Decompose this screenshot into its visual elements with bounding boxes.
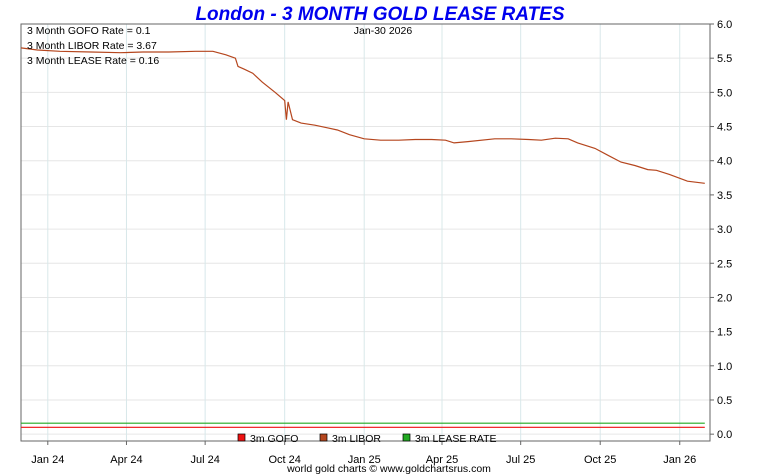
x-tick-label: Jan 24 xyxy=(31,454,64,466)
y-tick-label: 1.5 xyxy=(717,327,732,339)
y-tick-label: 1.0 xyxy=(717,361,732,373)
x-tick-label: Jan 25 xyxy=(348,454,381,466)
grid xyxy=(21,23,710,441)
y-tick-label: 6.0 xyxy=(717,19,732,31)
annotation-libor: 3 Month LIBOR Rate = 3.67 xyxy=(27,40,157,52)
legend-label-lease: 3m LEASE RATE xyxy=(415,433,497,445)
x-axis-ticks: Jan 24 Apr 24 Jul 24 Oct 24 Jan 25 Apr 25 Jul … xyxy=(31,441,696,466)
x-tick-label: Apr 24 xyxy=(110,454,142,466)
x-tick-label: Jul 24 xyxy=(190,454,219,466)
y-axis-ticks: 0.0 0.5 1.0 1.5 2.0 2.5 3.0 3.5 4.0 4.5 5.0 5.5 6.0 xyxy=(710,19,732,441)
y-tick-label: 4.0 xyxy=(717,156,732,168)
y-tick-label: 5.0 xyxy=(717,87,732,99)
x-tick-label: Jan 26 xyxy=(663,454,696,466)
y-tick-label: 3.0 xyxy=(717,224,732,236)
x-tick-label: Jul 25 xyxy=(506,454,535,466)
annotation-gofo: 3 Month GOFO Rate = 0.1 xyxy=(27,25,151,37)
x-tick-label: Apr 25 xyxy=(426,454,458,466)
y-tick-label: 5.5 xyxy=(717,53,732,65)
annotation-lease: 3 Month LEASE Rate = 0.16 xyxy=(27,55,159,67)
y-tick-label: 0.0 xyxy=(717,429,732,441)
y-tick-label: 0.5 xyxy=(717,395,732,407)
y-tick-label: 4.5 xyxy=(717,122,732,134)
y-tick-label: 3.5 xyxy=(717,190,732,202)
x-tick-label: Oct 25 xyxy=(584,454,616,466)
legend-label-libor: 3m LIBOR xyxy=(332,433,381,445)
legend-swatch-libor xyxy=(319,433,328,442)
annotations: 3 Month GOFO Rate = 0.1 3 Month LIBOR Ra… xyxy=(27,25,412,67)
legend-swatch-lease xyxy=(402,433,411,442)
legend-swatch-gofo xyxy=(237,433,246,442)
legend: 3m GOFO 3m LIBOR 3m LEASE RATE xyxy=(237,433,497,445)
date-label: Jan-30 2026 xyxy=(354,25,413,37)
y-tick-label: 2.5 xyxy=(717,258,732,270)
x-tick-label: Oct 24 xyxy=(268,454,300,466)
series-layer xyxy=(20,47,705,428)
footer-credit: world gold charts © www.goldchartsrus.co… xyxy=(286,463,491,475)
plot-frame xyxy=(20,23,711,442)
chart-title: London - 3 MONTH GOLD LEASE RATES xyxy=(195,4,564,25)
series-line-3m-libor xyxy=(20,47,705,184)
y-tick-label: 2.0 xyxy=(717,292,732,304)
legend-label-gofo: 3m GOFO xyxy=(250,433,298,445)
